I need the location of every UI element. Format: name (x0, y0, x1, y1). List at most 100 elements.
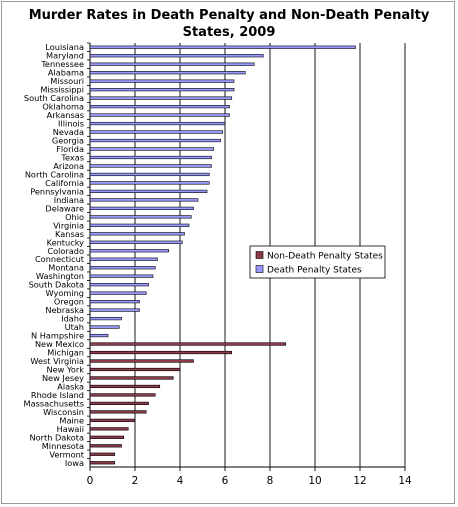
bar (89, 71, 246, 75)
category-label: West Virginia (30, 356, 84, 366)
bar (89, 367, 181, 372)
bar (89, 316, 122, 321)
chart-title-line-2: States, 2009 (182, 25, 276, 40)
x-tick-label: 4 (177, 475, 184, 487)
bar (89, 105, 230, 109)
category-label: Nevada (53, 127, 84, 137)
bar (89, 45, 356, 49)
category-label: Delaware (45, 203, 84, 213)
category-label: Georgia (52, 136, 84, 146)
bar (89, 164, 212, 168)
category-label: California (45, 178, 84, 188)
category-label: Colorado (47, 246, 84, 256)
category-label: Massachusetts (24, 398, 85, 408)
bar (89, 62, 255, 66)
category-label: Kentucky (47, 237, 85, 247)
bar (89, 325, 120, 329)
category-label: Missouri (50, 76, 84, 86)
bar (89, 401, 149, 406)
bar (89, 96, 233, 100)
category-label: South Carolina (24, 93, 84, 103)
category-label: Indiana (54, 195, 84, 205)
bar (89, 147, 215, 151)
category-label: Maine (59, 415, 84, 425)
category-label: Washington (36, 271, 84, 281)
category-label: Connecticut (35, 254, 85, 264)
category-label: Pennsylvania (30, 186, 84, 196)
legend-swatch (255, 251, 264, 259)
category-label: North Carolina (25, 169, 84, 179)
bar (89, 249, 170, 253)
category-label: Michigan (47, 348, 84, 358)
bar (89, 88, 235, 92)
x-tick-label: 10 (308, 475, 321, 487)
bar (89, 291, 147, 295)
bar (89, 350, 233, 355)
category-label: Texas (60, 152, 84, 162)
category-label: Florida (56, 144, 84, 154)
bar (89, 410, 147, 414)
category-label: Louisiana (45, 42, 84, 52)
category-label: Utah (65, 322, 84, 332)
bar (89, 138, 221, 143)
bar (89, 342, 287, 346)
bar (89, 215, 192, 219)
category-label: Ohio (65, 212, 84, 222)
x-tick-label: 2 (132, 475, 139, 487)
bar (89, 189, 208, 194)
bar (89, 427, 129, 431)
bar (89, 172, 210, 177)
bar (89, 266, 156, 270)
category-label: Tennessee (40, 59, 84, 69)
x-tick-label: 6 (222, 475, 229, 487)
category-label: Oklahoma (42, 102, 84, 112)
legend-swatch (255, 265, 264, 273)
bar (89, 121, 226, 126)
bar (89, 232, 185, 236)
chart-title-line-1: Murder Rates in Death Penalty and Non-De… (28, 8, 430, 23)
category-label: Illinois (58, 119, 84, 129)
chart-title: Murder Rates in Death Penalty and Non-De… (0, 7, 458, 41)
category-label: N Hampshire (31, 331, 84, 341)
x-tick-label: 0 (87, 475, 94, 487)
x-tick-label: 14 (398, 475, 412, 487)
bar (89, 54, 264, 58)
category-label: Mississippi (40, 85, 84, 95)
bar (89, 206, 194, 210)
category-label: Maryland (46, 51, 84, 61)
category-label: Arizona (53, 161, 84, 171)
bar (89, 376, 174, 380)
category-label: Iowa (65, 458, 84, 468)
legend-box (249, 245, 386, 279)
legend-label: Death Penalty States (267, 266, 362, 276)
category-label: Alabama (48, 68, 84, 78)
category-label: Nebraska (45, 305, 84, 315)
bar (89, 198, 199, 202)
category-label: Arkansas (47, 110, 84, 120)
x-tick-label: 8 (267, 475, 274, 487)
bar (89, 333, 109, 338)
category-label: South Dakota (29, 280, 84, 290)
bar (89, 223, 190, 227)
bar (89, 181, 210, 185)
category-label: New York (47, 364, 85, 374)
x-tick-label: 12 (353, 475, 366, 487)
bar (89, 452, 116, 456)
bar (89, 130, 224, 134)
bar (89, 283, 149, 287)
bar (89, 240, 183, 244)
bar (89, 435, 125, 439)
category-label: Minnesota (42, 441, 84, 451)
bar (89, 308, 140, 312)
bar (89, 384, 161, 389)
category-label: Rhode Island (31, 390, 84, 400)
bar (89, 444, 122, 448)
bar (89, 257, 158, 261)
bar (89, 113, 230, 117)
category-label: New Mexico (35, 339, 84, 349)
legend-label: Non-Death Penalty States (267, 252, 383, 262)
category-label: Wyoming (46, 288, 84, 298)
category-label: Kansas (55, 229, 84, 239)
category-label: Hawaii (57, 424, 84, 434)
